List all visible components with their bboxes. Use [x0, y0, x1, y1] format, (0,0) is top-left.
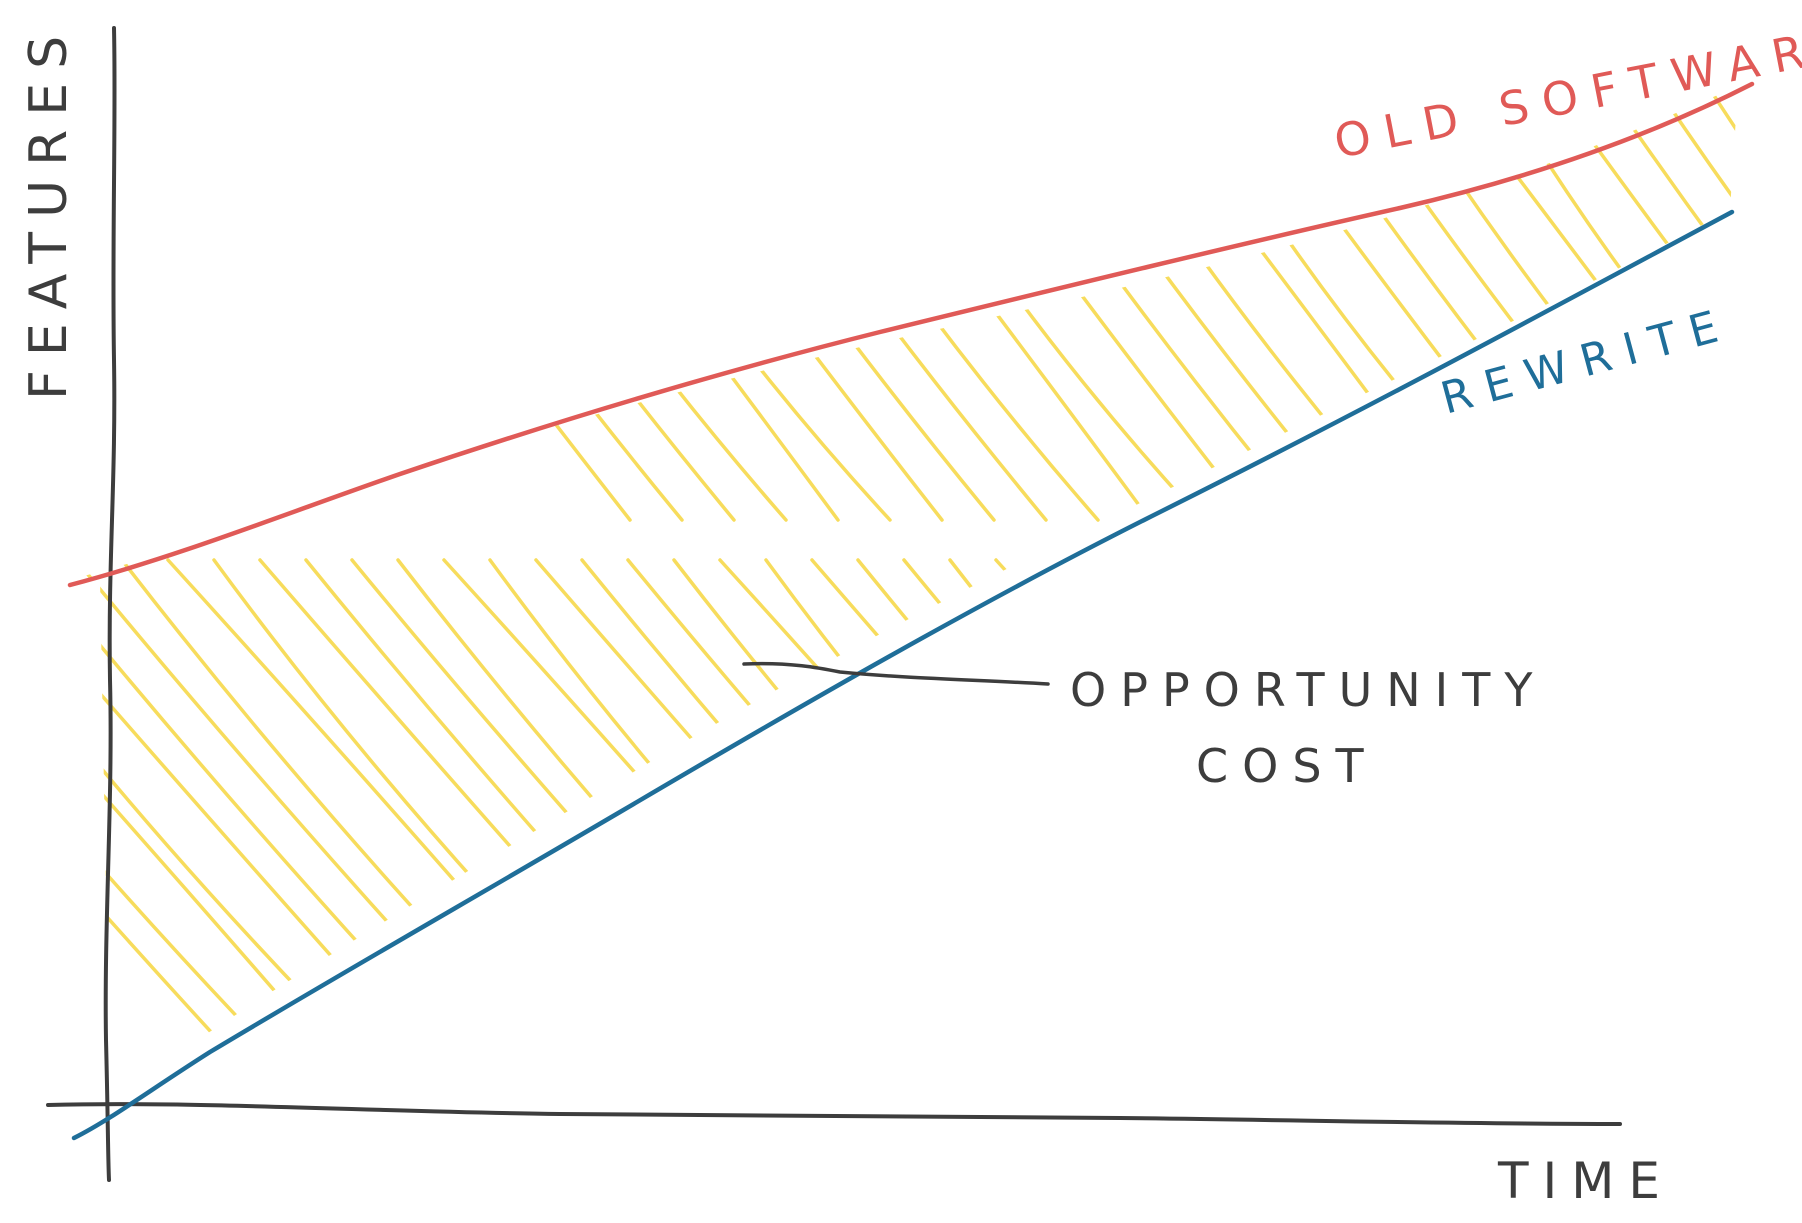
hatch-stroke	[1684, 558, 1738, 1100]
rewrite-label: REWRITE	[1436, 298, 1737, 424]
hatch-stroke	[626, 558, 1150, 1100]
hatch-stroke	[1270, 558, 1738, 1100]
old-software-label: OLD SOFTWARE	[1330, 14, 1802, 169]
hatch-stroke	[72, 558, 506, 1100]
hatch-stroke	[1132, 558, 1656, 1100]
opportunity-cost-label-line2: COST	[1196, 739, 1378, 793]
hatch-stroke	[506, 86, 840, 522]
hatch-stroke	[870, 86, 1204, 522]
hatch-stroke	[1026, 86, 1360, 522]
hatch-stroke	[558, 86, 892, 522]
hatch-stroke	[166, 558, 690, 1100]
x-axis-label: TIME	[1497, 1152, 1674, 1210]
y-axis-line	[103, 26, 117, 1182]
hatch-stroke	[1178, 558, 1702, 1100]
hatch-stroke	[1778, 560, 1802, 1150]
hatch-stroke	[1592, 558, 1738, 1100]
hatch-stroke	[304, 558, 828, 1100]
hatch-stroke	[1500, 558, 1738, 1100]
hatch-stroke	[1650, 86, 1738, 522]
hatch-stroke	[818, 86, 1152, 522]
hatch-stroke	[1598, 86, 1738, 522]
hatch-stroke	[488, 558, 1012, 1100]
hatch-stroke	[764, 558, 1288, 1100]
hatch-stroke	[1546, 558, 1738, 1100]
hatch-stroke	[1224, 558, 1738, 1100]
hatch-stroke	[1730, 558, 1738, 1100]
hatch-stroke	[1756, 80, 1802, 520]
hatch-stroke	[1454, 558, 1738, 1100]
y-axis-label: FEATURES	[19, 22, 79, 400]
hatch-stroke	[948, 558, 1472, 1100]
hatch-stroke	[1638, 558, 1738, 1100]
hatch-stroke	[994, 558, 1518, 1100]
hatch-stroke	[534, 558, 1058, 1100]
hatch-stroke	[1040, 558, 1564, 1100]
hatch-stroke	[1086, 558, 1610, 1100]
hatch-stroke	[72, 558, 460, 1100]
hatch-stroke	[766, 86, 1100, 522]
hatch-stroke	[1362, 558, 1738, 1100]
opportunity-cost-pointer	[742, 661, 1050, 686]
hatch-stroke	[350, 86, 684, 522]
hatch-stroke	[810, 558, 1334, 1100]
hatch-stroke	[72, 558, 368, 1100]
hatch-stroke	[454, 86, 788, 522]
hatch-stroke	[120, 558, 644, 1100]
hatch-stroke	[1408, 558, 1738, 1100]
x-axis-line	[46, 1102, 1622, 1126]
hatch-stroke	[72, 558, 322, 1100]
hatch-stroke	[856, 558, 1380, 1100]
hatch-stroke	[396, 558, 920, 1100]
hatch-stroke	[580, 558, 1104, 1100]
hatch-stroke	[610, 86, 944, 522]
opportunity-cost-label-line1: OPPORTUNITY	[1070, 663, 1546, 717]
old-software-line	[67, 81, 1755, 588]
hatch-stroke	[922, 86, 1256, 522]
hatch-stroke	[1316, 558, 1738, 1100]
hatch-stroke	[714, 86, 1048, 522]
hatch-stroke	[72, 558, 414, 1100]
rewrite-line	[71, 209, 1735, 1141]
hatch-stroke	[1494, 86, 1738, 522]
hatch-stroke	[902, 558, 1426, 1100]
hatch-stroke	[1546, 86, 1738, 522]
opportunity-cost-hatching	[72, 80, 1802, 1150]
hatch-stroke	[442, 558, 966, 1100]
hatch-stroke	[718, 558, 1242, 1100]
hatch-stroke	[672, 558, 1196, 1100]
